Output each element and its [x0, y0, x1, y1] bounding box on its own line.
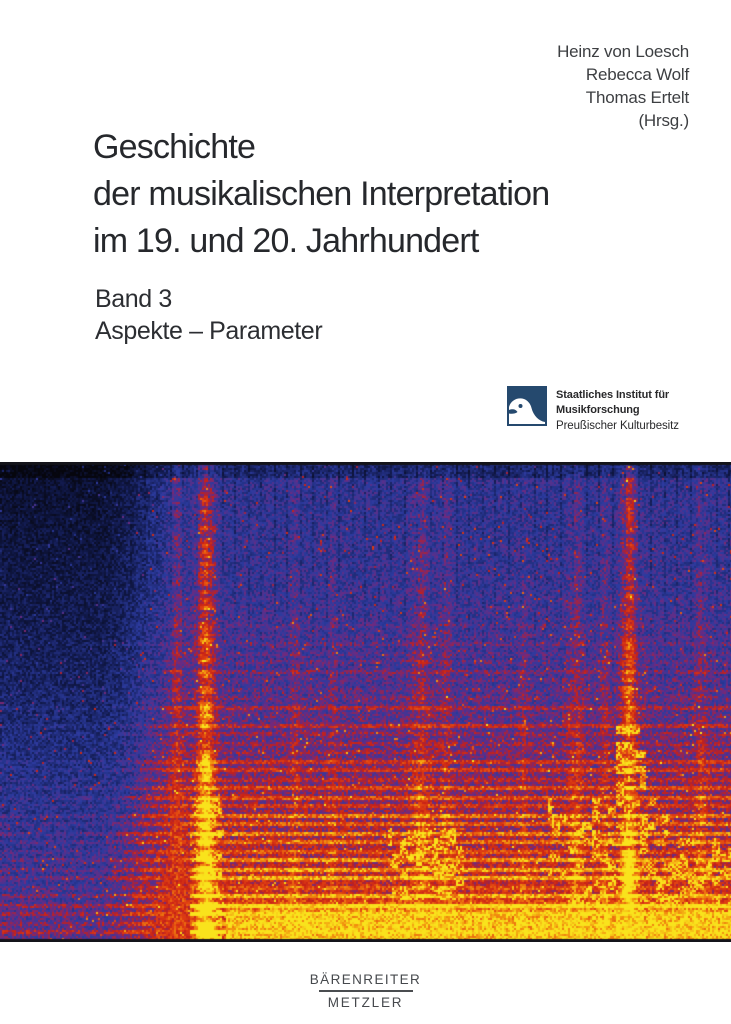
institute-name-line-3: Preußischer Kulturbesitz [556, 420, 679, 432]
spectrogram-image [0, 462, 731, 942]
author-line: (Hrsg.) [638, 111, 689, 130]
publisher-baerenreiter: BÄRENREITER [309, 972, 422, 987]
volume-subtitle: Aspekte – Parameter [95, 317, 323, 345]
title-line-1: Geschichte [93, 128, 256, 166]
publisher-logo: BÄRENREITER METZLER [0, 971, 731, 1011]
institute-logo-block: Staatliches Institut für Musikforschung … [507, 386, 679, 434]
title-line-3: im 19. und 20. Jahrhundert [93, 222, 479, 260]
publisher-divider [318, 990, 413, 992]
author-line: Rebecca Wolf [585, 65, 689, 84]
institute-name-line-1: Staatliches Institut für [556, 389, 670, 401]
publisher-metzler: METZLER [327, 995, 404, 1010]
volume-number: Band 3 [95, 285, 172, 313]
author-line: Thomas Ertelt [585, 88, 689, 107]
eagle-logo-icon [507, 386, 547, 426]
author-block: Heinz von Loesch Rebecca Wolf Thomas Ert… [557, 40, 689, 132]
title-line-2: der musikalischen Interpretation [93, 175, 550, 213]
institute-name: Staatliches Institut für Musikforschung … [556, 386, 679, 434]
book-title: Geschichte der musikalischen Interpretat… [93, 124, 550, 265]
author-line: Heinz von Loesch [557, 42, 689, 61]
institute-name-line-2: Musikforschung [556, 404, 640, 416]
volume-block: Band 3 Aspekte – Parameter [95, 283, 323, 347]
